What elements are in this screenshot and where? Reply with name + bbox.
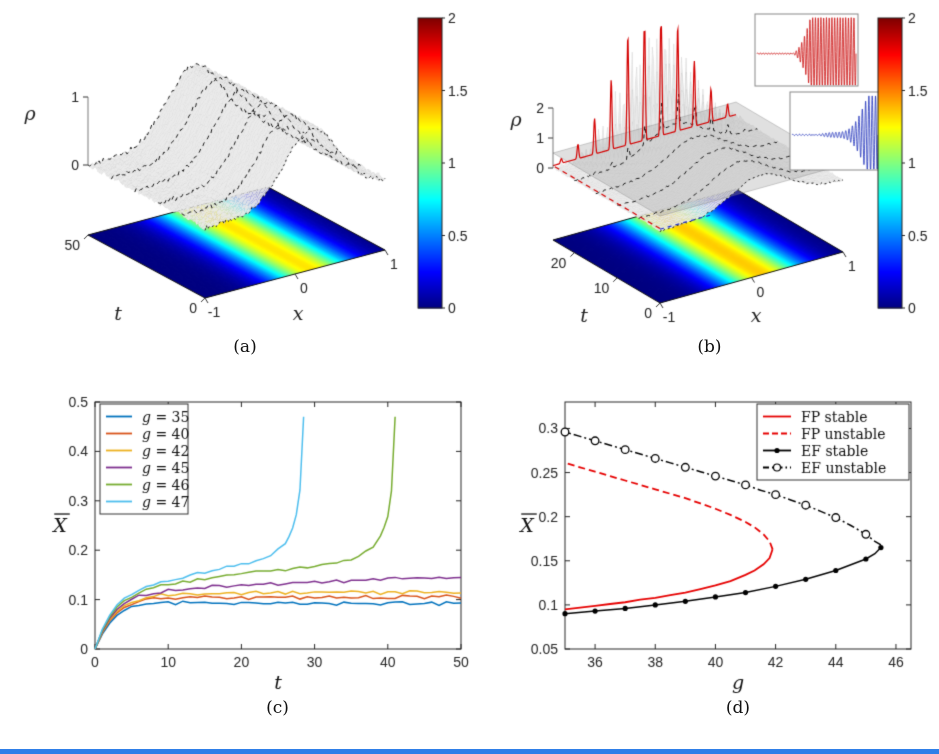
panel-d-bifurcation-diagram: [505, 390, 925, 695]
panel-b-3d-density-surface-plot-with-insets: [480, 8, 939, 338]
panel-label-a: (a): [233, 337, 257, 357]
panel-label-d: (d): [725, 698, 751, 718]
bottom-edge-strip: [0, 749, 939, 754]
panel-c-order-parameter-time-series-plot: [40, 390, 475, 695]
panel-a-3d-density-surface-plot: [10, 8, 480, 338]
panel-label-c: (c): [266, 698, 289, 718]
panel-label-b: (b): [697, 337, 722, 357]
